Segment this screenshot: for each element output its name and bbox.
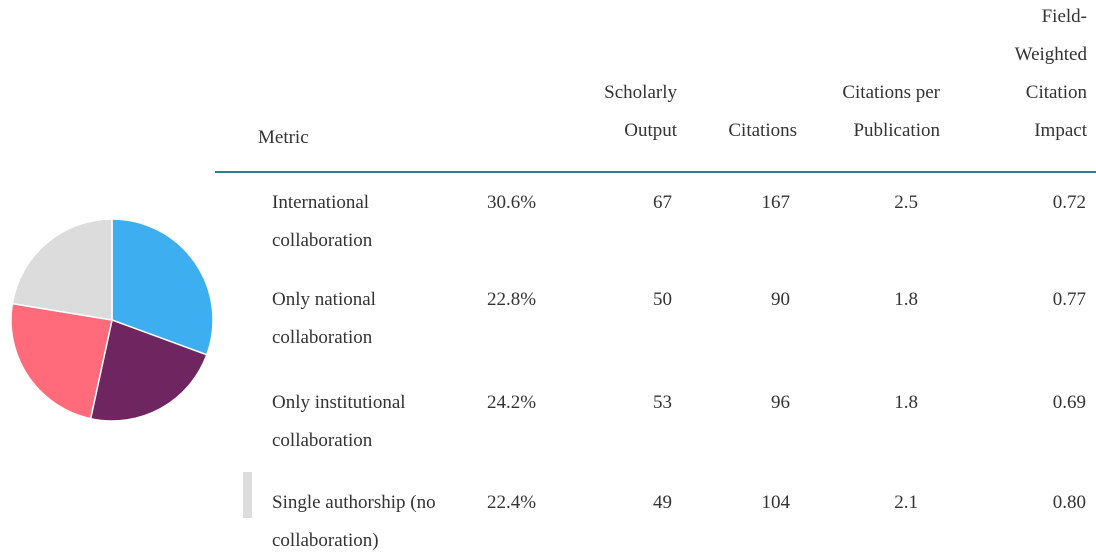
header-output: Scholarly Output	[604, 82, 677, 141]
metric: International collaboration	[272, 192, 373, 251]
pie-slice	[11, 218, 113, 321]
share: 22.4%	[487, 492, 537, 513]
citations: 167	[761, 192, 791, 213]
output: 53	[653, 392, 672, 413]
cpp: 1.8	[894, 392, 918, 413]
share: 30.6%	[487, 192, 537, 213]
fwci: 0.72	[1052, 192, 1086, 213]
output: 49	[653, 492, 672, 513]
share: 24.2%	[487, 392, 537, 413]
header-citations: Citations	[728, 120, 797, 141]
fwci: 0.80	[1052, 492, 1086, 513]
cpp: 2.5	[894, 192, 918, 213]
output: 67	[653, 192, 672, 213]
pie-slice	[111, 218, 214, 356]
citations: 90	[771, 289, 790, 310]
fwci: 0.77	[1052, 289, 1086, 310]
metric: Only national collaboration	[272, 289, 376, 348]
pie-slice	[10, 302, 113, 420]
metric: Only institutional collaboration	[272, 392, 406, 451]
cpp: 2.1	[894, 492, 918, 513]
header-cpp: Citations per Publication	[842, 82, 940, 141]
metric: Single authorship (no collaboration)	[272, 492, 436, 551]
header-fwci: Field-Weighted Citation Impact	[1014, 6, 1087, 141]
header-metric: Metric	[258, 127, 309, 148]
citations: 104	[761, 492, 791, 513]
share: 22.8%	[487, 289, 537, 310]
pie-slice	[89, 318, 208, 422]
citations: 96	[771, 392, 790, 413]
pie	[10, 218, 214, 422]
row-indicator	[243, 472, 252, 518]
cpp: 1.8	[894, 289, 918, 310]
fwci: 0.69	[1052, 392, 1086, 413]
output: 50	[653, 289, 672, 310]
